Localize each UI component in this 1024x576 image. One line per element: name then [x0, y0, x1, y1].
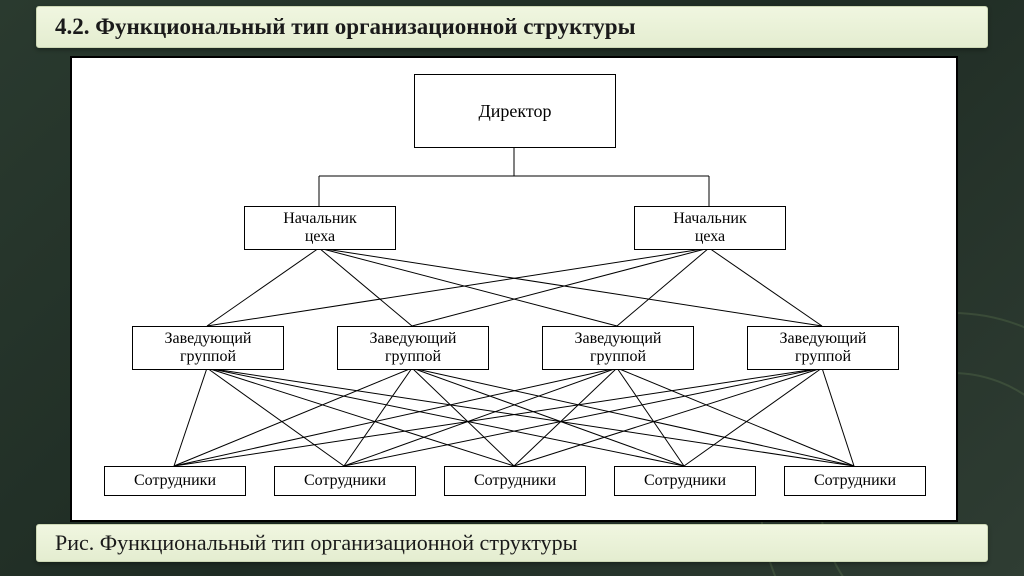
slide: 4.2. Функциональный тип организационной …: [0, 0, 1024, 576]
node-z3: Заведующий группой: [542, 326, 694, 370]
org-chart: Директор Начальник цеха Начальник цеха Заве…: [70, 56, 958, 522]
node-s5: Сотрудники: [784, 466, 926, 496]
caption-bar: Рис. Функциональный тип организационной …: [36, 524, 988, 562]
node-z4: Заведующий группой: [747, 326, 899, 370]
slide-title: 4.2. Функциональный тип организационной …: [55, 14, 636, 40]
node-dir: Директор: [414, 74, 616, 148]
title-bar: 4.2. Функциональный тип организационной …: [36, 6, 988, 48]
node-s2: Сотрудники: [274, 466, 416, 496]
node-s3: Сотрудники: [444, 466, 586, 496]
node-z1: Заведующий группой: [132, 326, 284, 370]
node-s1: Сотрудники: [104, 466, 246, 496]
node-n1: Начальник цеха: [244, 206, 396, 250]
node-z2: Заведующий группой: [337, 326, 489, 370]
slide-caption: Рис. Функциональный тип организационной …: [55, 530, 577, 556]
node-n2: Начальник цеха: [634, 206, 786, 250]
node-s4: Сотрудники: [614, 466, 756, 496]
